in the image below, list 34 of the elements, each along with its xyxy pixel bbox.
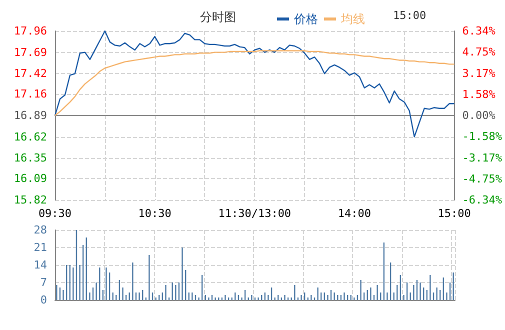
x-tick-label: 15:00 xyxy=(438,207,471,220)
x-tick-label: 14:00 xyxy=(338,207,372,220)
y-tick-label: 17.96 xyxy=(14,24,47,38)
y-tick-label: 7 xyxy=(40,276,47,289)
x-tick-label: 09:30 xyxy=(38,207,72,220)
y-tick-label: 16.09 xyxy=(14,172,47,186)
chart-title: 分时图 xyxy=(200,10,236,24)
y2-tick-label: 6.34% xyxy=(462,24,496,38)
y2-tick-label: -6.34% xyxy=(462,194,502,206)
y-tick-label: 17.42 xyxy=(14,67,47,80)
y-tick-label: 15.82 xyxy=(14,194,47,206)
y-tick-label: 0 xyxy=(40,294,47,306)
y-tick-label: 17.16 xyxy=(14,88,47,101)
y-tick-label: 16.35 xyxy=(14,152,47,165)
y2-tick-label: -1.58% xyxy=(462,130,502,144)
y-tick-label: 16.62 xyxy=(14,130,47,144)
y-tick-label: 14 xyxy=(34,258,48,272)
y-tick-label: 21 xyxy=(34,241,47,254)
line-series xyxy=(54,50,455,116)
y2-tick-label: -4.75% xyxy=(462,172,502,186)
x-tick-label: 11:30/13:00 xyxy=(218,207,292,220)
y-tick-label: 17.69 xyxy=(14,46,47,59)
line-series xyxy=(54,30,455,138)
legend-label: 价格 xyxy=(293,12,318,26)
legend-label: 均线 xyxy=(340,12,365,26)
y2-tick-label: 3.17% xyxy=(462,66,496,80)
y-tick-label: 28 xyxy=(34,224,47,236)
y2-tick-label: 0.00% xyxy=(462,109,496,122)
text: 15:00 xyxy=(393,9,426,22)
x-tick-label: 10:30 xyxy=(138,207,172,220)
y-tick-label: 16.89 xyxy=(14,109,47,122)
y2-tick-label: 4.75% xyxy=(462,46,496,59)
y2-tick-label: -3.17% xyxy=(462,151,502,164)
y2-tick-label: 1.58% xyxy=(462,88,496,101)
